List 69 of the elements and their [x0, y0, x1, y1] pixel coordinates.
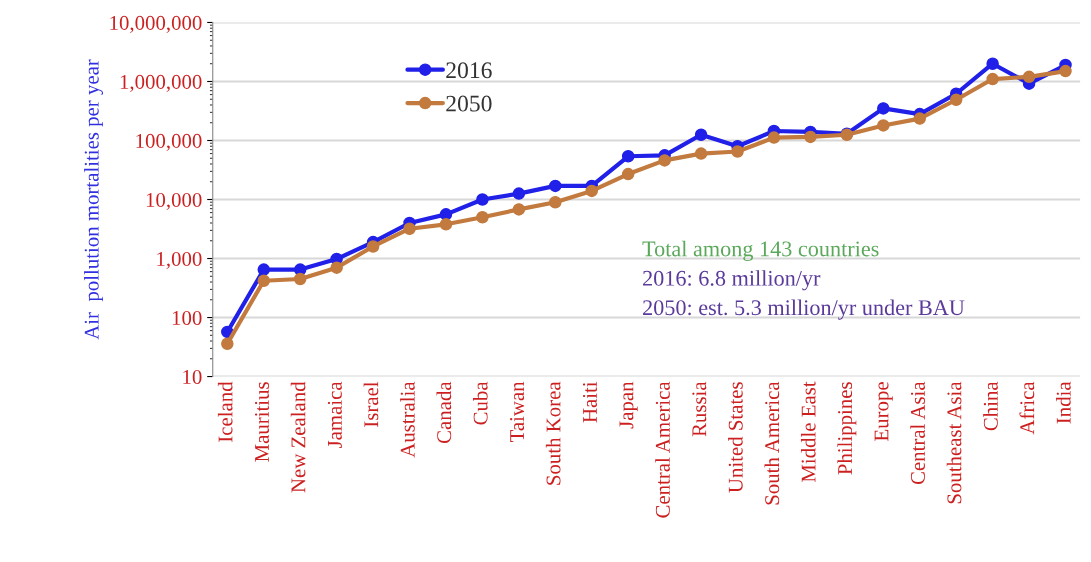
- y-tick-label: 10: [183, 369, 202, 384]
- x-tick-label: Haiti: [582, 381, 597, 423]
- point: [293, 272, 307, 286]
- point: [549, 179, 562, 193]
- y-tick-label: 1,000,000: [120, 74, 202, 92]
- point: [549, 195, 562, 209]
- annotation: 2016: 6.8 million/yr: [643, 270, 821, 291]
- x-tick-label: Middle East: [800, 381, 816, 483]
- x-tick-label: Jamaica: [327, 381, 342, 449]
- y-tick-label: 100: [172, 310, 202, 325]
- x-tick-label: South America: [764, 381, 780, 505]
- point: [476, 211, 489, 224]
- x-tick-label: Cuba: [472, 381, 488, 425]
- y-tick-label: 10,000: [146, 192, 202, 210]
- point: [767, 131, 781, 144]
- annotation: 2050: est. 5.3 million/yr under BAU: [643, 299, 965, 320]
- y-axis-title: Air pollution mortalities per year: [84, 59, 104, 340]
- point: [621, 167, 635, 181]
- point: [1022, 70, 1036, 84]
- point: [221, 337, 234, 350]
- y-tick-label: 1,000: [157, 251, 202, 269]
- x-tick-label: China: [983, 381, 998, 431]
- point: [512, 203, 526, 216]
- point: [804, 130, 817, 144]
- point: [913, 112, 926, 125]
- x-tick-label: Mauritius: [254, 382, 269, 462]
- point: [439, 218, 453, 231]
- point: [877, 119, 890, 132]
- point: [986, 72, 999, 86]
- x-tick-label: South Korea: [545, 381, 561, 485]
- point: [257, 274, 271, 288]
- x-tick-label: Central Asia: [910, 381, 925, 485]
- point: [694, 147, 708, 160]
- x-tick-label: Taiwan: [510, 381, 525, 443]
- point: [257, 263, 271, 276]
- x-tick-label: Israel: [363, 381, 379, 427]
- annotation: Total among 143 countries: [642, 240, 879, 261]
- x-tick-label: Africa: [1019, 381, 1035, 435]
- point: [658, 154, 671, 167]
- point: [366, 240, 380, 253]
- x-tick-label: Iceland: [217, 381, 233, 442]
- x-tick-label: United States: [728, 382, 743, 493]
- point: [403, 222, 416, 235]
- x-tick-label: New Zealand: [290, 381, 306, 493]
- point: [877, 102, 890, 115]
- x-tick-label: Japan: [619, 381, 638, 429]
- x-tick-label: Philippines: [837, 382, 857, 475]
- x-tick-label: Southeast Asia: [946, 381, 962, 504]
- point: [585, 184, 599, 198]
- x-tick-label: Russia: [692, 381, 707, 437]
- legend-label: 2016: [446, 62, 492, 79]
- point: [476, 193, 489, 206]
- x-tick-label: Central America: [655, 381, 670, 518]
- y-tick-label: 100,000: [136, 133, 202, 151]
- x-tick-label: India: [1056, 381, 1071, 424]
- x-tick-label: Australia: [400, 381, 415, 458]
- point: [512, 187, 526, 200]
- point: [694, 128, 708, 142]
- x-tick-label: Canada: [436, 381, 452, 444]
- x-tick-label: Europe: [874, 382, 893, 441]
- point: [986, 57, 999, 70]
- point: [949, 93, 963, 107]
- point: [621, 150, 635, 163]
- point: [731, 145, 744, 158]
- legend-label: 2050: [446, 95, 492, 112]
- point: [439, 208, 453, 221]
- point: [330, 261, 343, 274]
- point: [1059, 64, 1072, 78]
- y-tick-label: 10,000,000: [110, 15, 202, 33]
